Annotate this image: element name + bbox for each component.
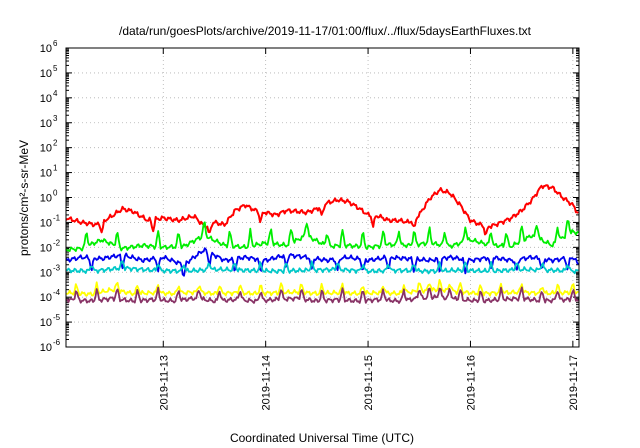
- y-tick-exponent: -1: [53, 213, 61, 222]
- series-line: [65, 278, 579, 297]
- x-tick-label: 2019-11-15: [363, 355, 375, 410]
- y-tick-base: 10: [40, 193, 52, 205]
- y-tick-base: 10: [40, 267, 52, 279]
- y-tick-label: 10: [40, 118, 52, 130]
- series-line: [65, 220, 579, 253]
- y-tick-label: 10: [40, 317, 52, 329]
- y-tick-base: 10: [40, 292, 52, 304]
- y-tick-base: 10: [40, 317, 52, 329]
- grid-lines: [66, 48, 579, 347]
- y-tick-label: 10: [40, 93, 52, 105]
- x-tick-label: 2019-11-14: [261, 355, 273, 410]
- x-tick-label: 2019-11-13: [158, 355, 170, 410]
- y-tick-base: 10: [40, 118, 52, 130]
- y-tick-base: 10: [40, 342, 52, 354]
- y-tick-exponent: 0: [53, 189, 58, 198]
- x-tick-label: 2019-11-17: [568, 355, 580, 410]
- y-axis: 10 -610 -510 -410 -310 -210 -110 010 110 210 310 41…: [40, 39, 579, 354]
- y-tick-exponent: -3: [53, 263, 61, 272]
- x-axis: 2019-11-13 2019-11-14 2019-11-15 2019-11-16…: [158, 48, 580, 410]
- y-axis-label: protons/cm²-s-sr-MeV: [17, 140, 31, 256]
- y-tick-exponent: -6: [53, 338, 61, 347]
- chart-title: /data/run/goesPlots/archive/2019-11-17/0…: [119, 24, 532, 38]
- y-tick-exponent: 2: [53, 139, 58, 148]
- y-tick-label: 10: [40, 43, 52, 55]
- plot-frame: [65, 47, 580, 348]
- y-tick-exponent: -5: [53, 313, 61, 322]
- y-tick-exponent: 6: [53, 39, 58, 48]
- y-tick-base: 10: [40, 242, 52, 254]
- y-tick-label: 10: [40, 292, 52, 304]
- y-tick-exponent: 3: [53, 114, 58, 123]
- y-tick-label: 10: [40, 267, 52, 279]
- y-tick-exponent: 4: [53, 89, 58, 98]
- y-tick-exponent: -2: [53, 238, 61, 247]
- y-tick-base: 10: [40, 68, 52, 80]
- series-line: [65, 260, 579, 275]
- y-tick-label: 10: [40, 168, 52, 180]
- y-tick-label: 10: [40, 342, 52, 354]
- data-series: [65, 184, 580, 304]
- y-tick-base: 10: [40, 168, 52, 180]
- y-tick-base: 10: [40, 93, 52, 105]
- y-tick-exponent: -4: [53, 288, 61, 297]
- y-tick-base: 10: [40, 143, 52, 155]
- series-line: [65, 184, 579, 236]
- y-tick-label: 10: [40, 217, 52, 229]
- x-tick-label: 2019-11-16: [465, 355, 477, 410]
- y-tick-label: 10: [40, 68, 52, 80]
- y-tick-exponent: 5: [53, 64, 58, 73]
- y-tick-exponent: 1: [53, 164, 58, 173]
- y-tick-label: 10: [40, 242, 52, 254]
- y-tick-base: 10: [40, 217, 52, 229]
- y-tick-base: 10: [40, 43, 52, 55]
- series-line: [65, 286, 579, 304]
- y-tick-label: 10: [40, 143, 52, 155]
- series-line: [65, 247, 580, 277]
- y-tick-label: 10: [40, 193, 52, 205]
- x-axis-label: Coordinated Universal Time (UTC): [230, 431, 414, 445]
